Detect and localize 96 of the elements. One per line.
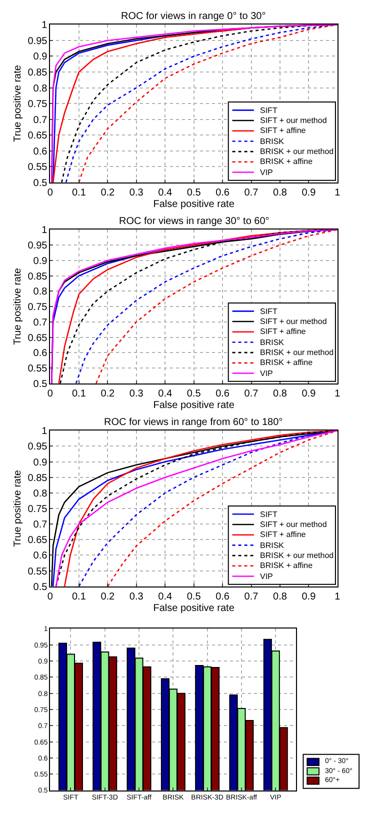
y-tick-label: 0.9 bbox=[33, 52, 48, 63]
y-tick-label: 0.7 bbox=[33, 520, 48, 531]
x-tick-label: 0 bbox=[47, 187, 54, 198]
legend-label: BRISK bbox=[260, 541, 285, 550]
x-tick-label: 0.7 bbox=[244, 187, 259, 198]
legend-label: SIFT bbox=[260, 106, 278, 115]
x-tick-label: 0.1 bbox=[72, 388, 86, 400]
x-tick-label: 0.4 bbox=[158, 187, 172, 198]
legend-label: SIFT + affine bbox=[260, 126, 306, 135]
y-tick-label: 0.85 bbox=[28, 271, 48, 282]
chart-title: ROC for views in range 0° to 30° bbox=[121, 11, 266, 22]
y-axis-title: True positive rate bbox=[12, 268, 24, 345]
y-tick-label: 0.85 bbox=[28, 472, 48, 484]
x-tick-label: 0.2 bbox=[100, 388, 116, 400]
legend-label: BRISK bbox=[260, 338, 285, 347]
x-tick-label: 0.3 bbox=[129, 591, 144, 602]
x-tick-label: 0.4 bbox=[158, 388, 172, 400]
x-tick-label: 0.8 bbox=[273, 591, 288, 602]
x-tick-label: 0.6 bbox=[216, 187, 230, 198]
x-tick-label: 0.6 bbox=[216, 591, 230, 602]
legend-label: BRISK + our method bbox=[260, 551, 334, 560]
x-tick-label: 0.7 bbox=[244, 591, 259, 602]
x-tick-label: 0 bbox=[47, 388, 54, 400]
x-tick-label: 0.3 bbox=[129, 388, 144, 400]
x-tick-label: 0.3 bbox=[129, 187, 144, 198]
x-tick-label: 1 bbox=[334, 187, 341, 198]
x-tick-label: 0.5 bbox=[186, 388, 202, 400]
y-tick-label: 0.9 bbox=[33, 457, 48, 468]
legend-label: BRISK + our method bbox=[260, 147, 334, 156]
x-tick-label: 1 bbox=[334, 591, 341, 602]
legend-label: VIP bbox=[260, 168, 273, 177]
x-tick-label: 0.1 bbox=[72, 187, 86, 198]
y-tick-label: 0.8 bbox=[33, 83, 48, 94]
x-tick-label: 0.9 bbox=[302, 388, 316, 400]
y-tick-label: 0.55 bbox=[28, 566, 48, 578]
x-tick-label: 1 bbox=[334, 388, 341, 400]
y-tick-label: 0.8 bbox=[33, 286, 48, 298]
y-tick-label: 0.65 bbox=[28, 332, 48, 344]
chart-title: ROC for views in range 30° to 60° bbox=[119, 216, 270, 227]
legend-label: BRISK + affine bbox=[260, 561, 314, 570]
x-tick-label: 0.5 bbox=[186, 187, 202, 198]
legend-label: BRISK + affine bbox=[260, 157, 314, 166]
legend-label: BRISK + affine bbox=[260, 358, 314, 367]
y-tick-label: 0.5 bbox=[33, 582, 48, 593]
y-tick-label: 0.6 bbox=[33, 348, 48, 360]
y-tick-label: 0.7 bbox=[33, 114, 48, 126]
legend-label: SIFT + affine bbox=[260, 530, 306, 539]
x-tick-label: 0.6 bbox=[216, 388, 230, 400]
legend-label: BRISK bbox=[260, 137, 285, 146]
legend-label: SIFT + our method bbox=[260, 317, 327, 326]
y-tick-label: 0.75 bbox=[28, 504, 48, 515]
x-tick-label: 0.8 bbox=[273, 388, 288, 400]
legend-label: SIFT bbox=[260, 307, 278, 316]
x-tick-label: 0.1 bbox=[72, 591, 86, 602]
legend-label: SIFT + affine bbox=[260, 327, 306, 336]
y-tick-label: 0.55 bbox=[28, 363, 48, 374]
x-tick-label: 0.4 bbox=[158, 591, 172, 602]
y-tick-label: 0.95 bbox=[28, 240, 48, 252]
y-tick-label: 0.95 bbox=[28, 442, 48, 453]
y-tick-label: 1 bbox=[42, 426, 48, 438]
x-tick-label: 0.5 bbox=[186, 591, 202, 602]
y-tick-label: 0.75 bbox=[28, 302, 48, 313]
y-tick-label: 0.65 bbox=[28, 130, 48, 142]
legend-label: VIP bbox=[260, 572, 273, 581]
y-tick-label: 0.8 bbox=[33, 488, 48, 500]
x-tick-label: 0.2 bbox=[100, 187, 116, 198]
y-tick-label: 0.75 bbox=[28, 99, 48, 110]
legend-label: SIFT + our method bbox=[260, 520, 327, 529]
y-tick-label: 0.9 bbox=[33, 256, 48, 267]
y-tick-label: 0.6 bbox=[33, 550, 48, 562]
x-tick-label: 0.9 bbox=[302, 187, 316, 198]
y-axis-title: True positive rate bbox=[12, 470, 24, 547]
x-tick-label: 0 bbox=[47, 591, 54, 602]
y-tick-label: 1 bbox=[42, 225, 48, 236]
x-tick-label: 0.9 bbox=[302, 591, 316, 602]
y-tick-label: 0.5 bbox=[33, 378, 48, 390]
y-tick-label: 0.6 bbox=[33, 146, 48, 158]
x-axis-title: False positive rate bbox=[153, 602, 235, 614]
x-axis-title: False positive rate bbox=[153, 400, 235, 411]
y-axis-title: True positive rate bbox=[12, 64, 24, 142]
x-axis-title: False positive rate bbox=[153, 198, 235, 210]
y-tick-label: 0.7 bbox=[33, 317, 48, 328]
y-tick-label: 0.85 bbox=[28, 67, 48, 78]
chart-title: ROC for views in range from 60° to 180° bbox=[104, 417, 283, 428]
y-tick-label: 0.5 bbox=[33, 178, 48, 189]
y-tick-label: 0.65 bbox=[28, 535, 48, 546]
x-tick-label: 0.7 bbox=[244, 388, 259, 400]
legend-label: SIFT bbox=[260, 510, 278, 519]
y-tick-label: 1 bbox=[42, 20, 48, 32]
legend-label: BRISK + our method bbox=[260, 348, 334, 357]
legend-label: SIFT + our method bbox=[260, 116, 327, 125]
x-tick-label: 0.2 bbox=[100, 591, 116, 602]
x-tick-label: 0.8 bbox=[273, 187, 288, 198]
y-tick-label: 0.55 bbox=[28, 162, 48, 174]
y-tick-label: 0.95 bbox=[28, 36, 48, 47]
legend-label: VIP bbox=[260, 369, 273, 378]
